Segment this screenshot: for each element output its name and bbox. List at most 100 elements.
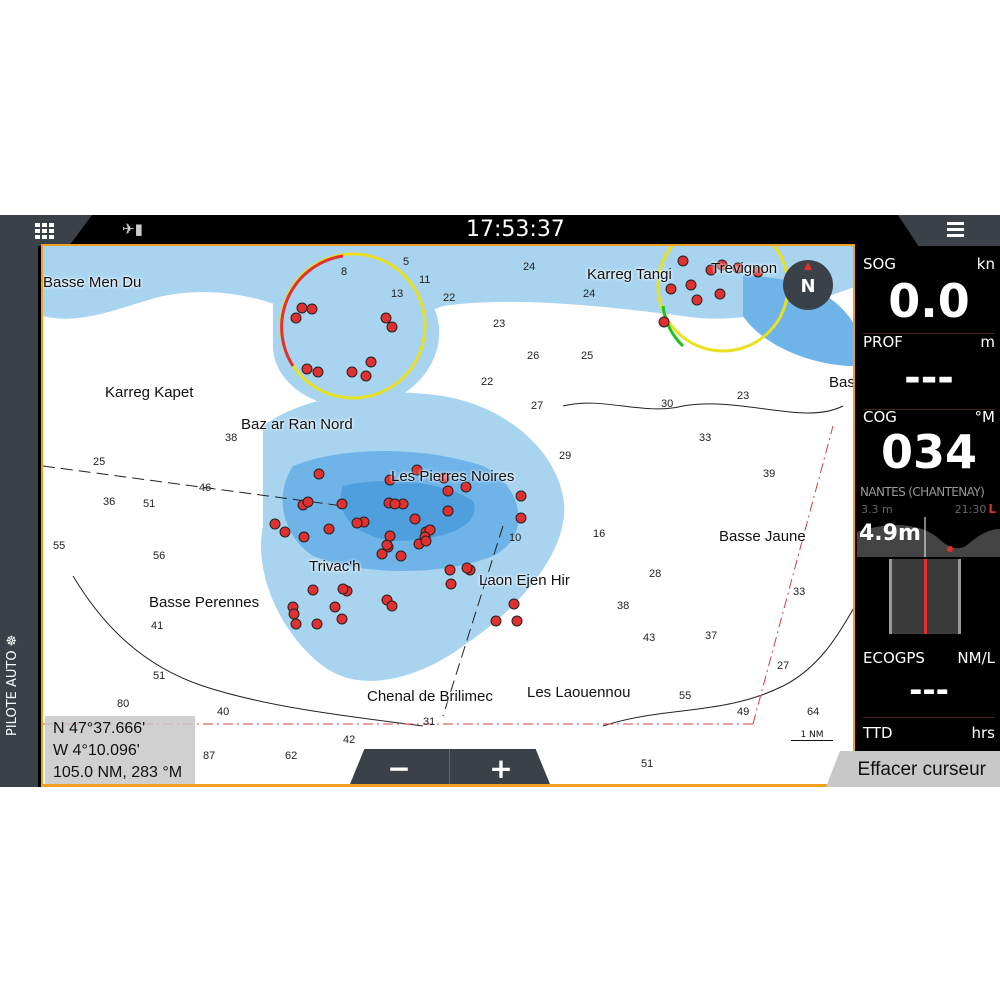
rock-hazard-marker [386,321,398,333]
place-label: Les Pierres Noires [391,468,515,485]
rock-hazard-marker [490,615,502,627]
tide-graph [857,517,1000,634]
place-label: Basse Jaune [719,528,806,545]
place-label: Karreg Tangi [587,266,672,283]
chart-shapes [43,246,853,727]
depth-sounding: 30 [661,398,674,410]
place-label: Trevignon [711,260,778,277]
hamburger-menu-icon [947,222,964,240]
depth-sounding: 23 [737,390,750,402]
depth-sounding: 23 [493,318,506,330]
cursor-longitude: W 4°10.096' [53,742,140,759]
sog-value: 0.0 [888,274,970,328]
place-label: Laon Ejen Hir [479,572,570,589]
depth-sounding: 5 [403,256,410,268]
rock-hazard-marker [376,548,388,560]
north-up-compass-button[interactable]: N [783,260,833,310]
depth-sounding: 36 [103,496,116,508]
ecogps-cell[interactable]: ECOGPS NM/L --- [863,649,995,719]
depth-sounding: 40 [217,706,230,718]
land-contour [602,608,853,727]
cursor-range-bearing: 105.0 NM, 283 °M [53,764,183,781]
tide-time-row: 21:30 L [955,502,996,517]
depth-sounding: 46 [199,482,212,494]
place-label: Baz ar Ran Nord [241,416,353,433]
rock-hazard-marker [389,498,401,510]
depth-sounding: 37 [705,630,718,642]
sog-cell[interactable]: SOG kn 0.0 [863,255,995,330]
tide-station: NANTES (CHANTENAY) [860,485,985,499]
rock-hazard-marker [336,498,348,510]
range-ring-red [280,254,344,367]
data-panel: SOG kn 0.0 PROF m --- COG °M 034 NANTES … [857,251,1000,751]
deep-area [340,481,475,541]
cog-cell[interactable]: COG °M 034 [863,408,995,483]
satellite-signal-icon: ✈▮ [122,220,143,238]
depth-sounding: 51 [641,758,654,770]
depth-sounding: 24 [523,261,536,273]
clear-cursor-button[interactable]: Effacer curseur [826,751,1000,787]
zoom-controls: − + [348,749,552,785]
chart-map[interactable]: Basse Men Du Karreg Kapet Baz ar Ran Nord K… [41,244,855,787]
autopilot-label[interactable]: PILOTE AUTO ☸ [5,634,20,736]
depth-sounding: 24 [583,288,596,300]
depth-sounding: 22 [443,292,456,304]
scale-bar: 1 NM [791,730,833,741]
home-button[interactable] [0,215,92,246]
land-contour [562,402,844,414]
depth-sounding: 39 [763,468,776,480]
menu-button[interactable] [898,215,1000,246]
depth-sounding: 25 [581,350,594,362]
rock-hazard-marker [360,370,372,382]
zoom-in-button[interactable]: + [489,752,513,785]
rock-hazard-marker [444,564,456,576]
depth-sounding: 62 [285,750,298,762]
rock-hazard-marker [714,288,726,300]
rock-hazard-marker [395,550,407,562]
hazard-markers [269,255,764,630]
rock-hazard-marker [442,505,454,517]
depth-sounding: 42 [343,734,356,746]
depth-sounding: 33 [699,432,712,444]
rock-hazard-marker [511,615,523,627]
depth-sounding: 26 [527,350,540,362]
shallow-area [43,246,853,327]
depth-sounding: 51 [143,498,156,510]
ecogps-value: --- [909,671,949,709]
land-contour [72,575,424,727]
depth-sounding: 43 [643,632,656,644]
cog-value: 034 [880,425,978,479]
rock-hazard-marker [442,485,454,497]
rock-hazard-marker [515,512,527,524]
rock-hazard-marker [307,584,319,596]
chartplotter-screen: ✈▮ 17:53:37 PILOTE AUTO ☸ [0,215,1000,787]
rock-hazard-marker [336,613,348,625]
rock-hazard-marker [515,490,527,502]
tide-low: 3.3 m [861,503,893,516]
tide-flag: L [988,502,996,516]
track-line [43,465,344,507]
depth-value: --- [904,355,954,401]
rock-hazard-marker [665,283,677,295]
ttd-cell[interactable]: TTD hrs [863,724,995,749]
rock-hazard-marker [279,526,291,538]
rock-hazard-marker [301,363,313,375]
sog-unit: kn [976,255,995,273]
rock-hazard-marker [313,468,325,480]
zoom-out-button[interactable]: − [387,752,411,785]
depth-sounding: 55 [53,540,66,552]
rock-hazard-marker [312,366,324,378]
rock-hazard-marker [438,472,450,484]
rock-hazard-marker [420,535,432,547]
cog-label: COG [863,408,897,426]
rock-hazard-marker [290,312,302,324]
rock-hazard-marker [752,266,764,278]
place-label: Trivac'h [309,558,361,575]
depth-cell[interactable]: PROF m --- [863,333,995,408]
depth-sounding: 25 [93,456,106,468]
rock-hazard-marker [508,598,520,610]
autopilot-sidebar[interactable]: PILOTE AUTO ☸ [0,246,38,787]
rock-hazard-marker [384,474,396,486]
depth-sounding: 10 [509,532,522,544]
ttd-label: TTD [863,724,893,742]
